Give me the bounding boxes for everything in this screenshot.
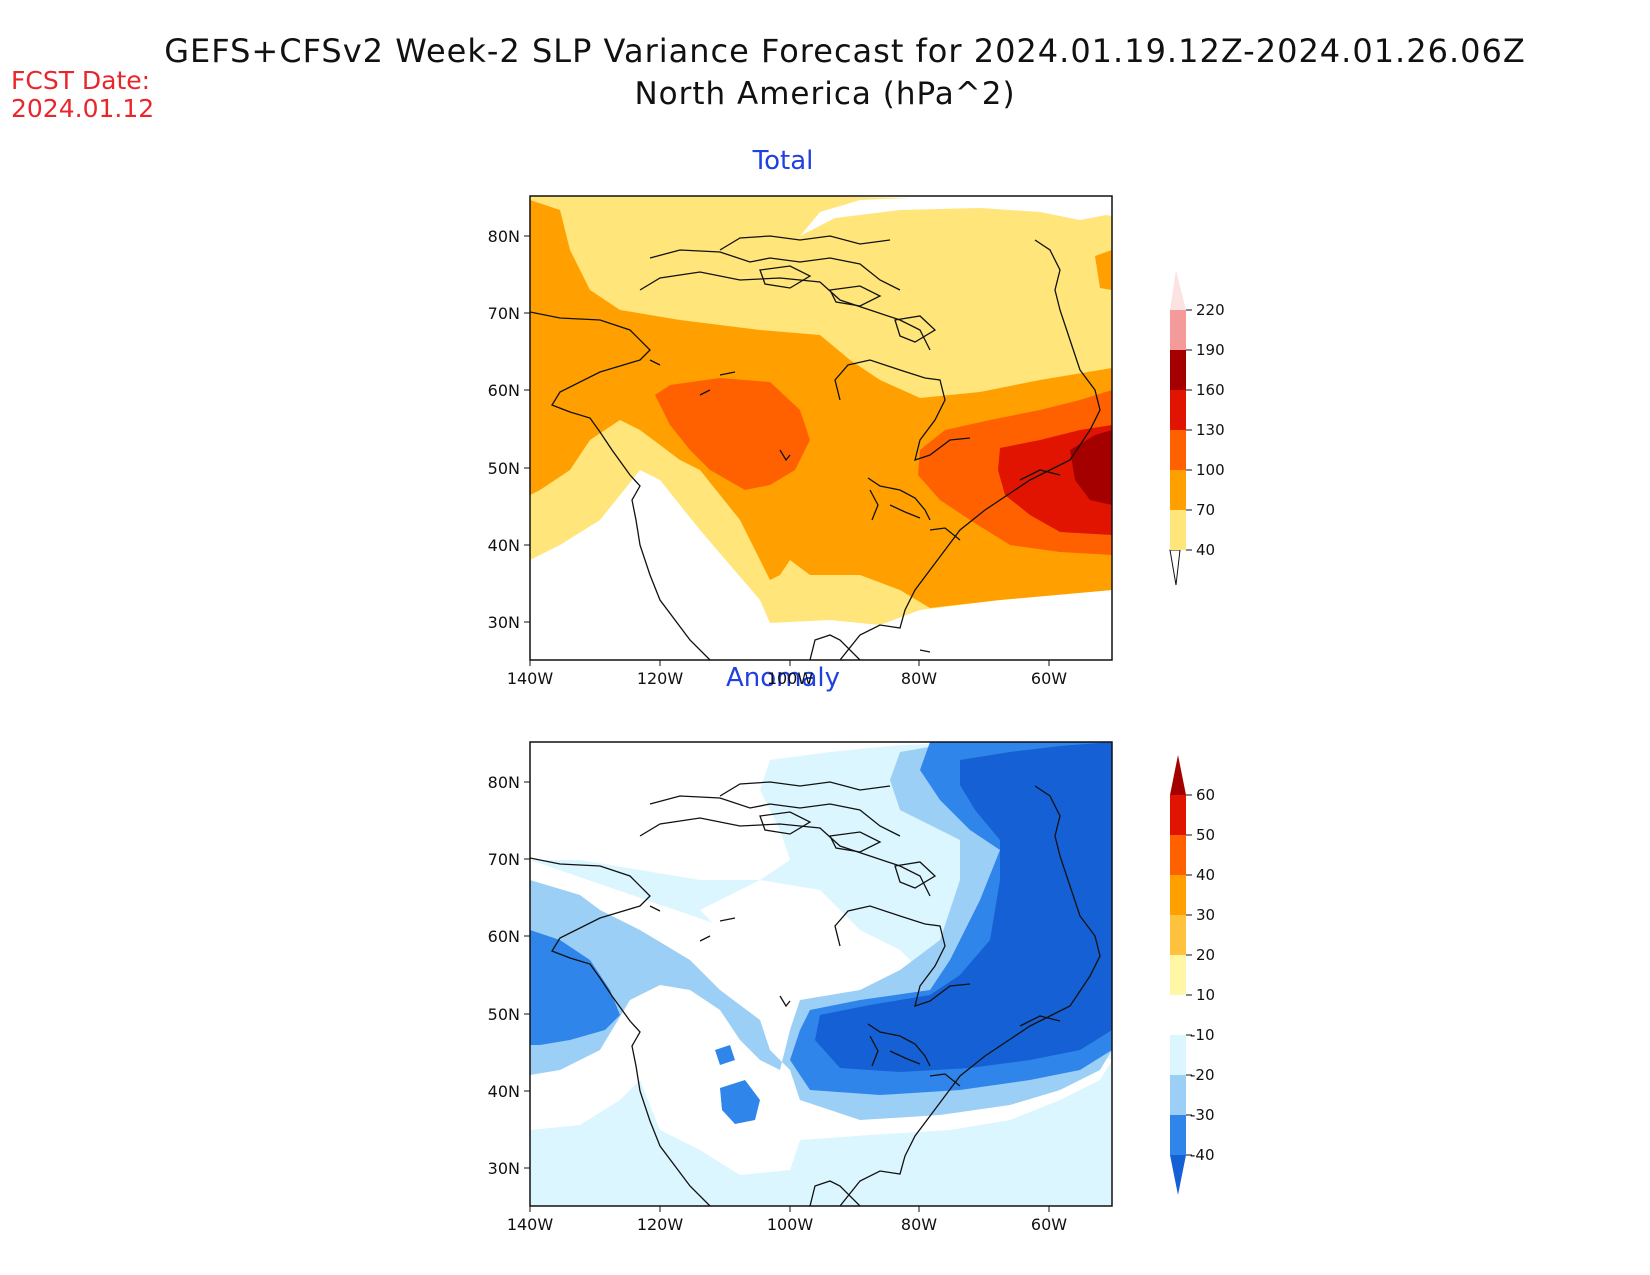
anomaly-colorbar-label: 60 xyxy=(1196,786,1215,804)
total-colorbar-high-triangle xyxy=(1170,270,1186,310)
anomaly-lon-label: 140W xyxy=(507,1215,554,1234)
anomaly-colorbar-high-triangle xyxy=(1170,755,1186,795)
anomaly-colorbar-bin xyxy=(1170,1035,1186,1075)
total-colorbar-low-triangle xyxy=(1169,549,1181,586)
total-colorbar: 40 70 100 130 160 190 220 xyxy=(1169,270,1225,586)
total-colorbar-label: 130 xyxy=(1196,421,1225,439)
panel-title-total: Total xyxy=(752,146,814,176)
total-shading xyxy=(530,196,1112,660)
total-coastlines xyxy=(530,235,1101,660)
anomaly-frame xyxy=(529,741,1113,1207)
anomaly-colorbar-low-triangle xyxy=(1170,1155,1186,1195)
fcst-date-value: 2024.01.12 xyxy=(11,94,155,123)
total-colorbar-label: 160 xyxy=(1196,381,1225,399)
total-lon-label: 100W xyxy=(767,669,814,688)
anomaly-colorbar-label: 30 xyxy=(1196,906,1215,924)
anomaly-shading xyxy=(530,742,1112,1206)
total-lat-label: 70N xyxy=(488,304,520,323)
total-colorbar-label: 220 xyxy=(1196,301,1225,319)
total-axes: 80N 70N 60N 50N 40N 30N 140W 120W 100W 8… xyxy=(488,227,1068,688)
total-colorbar-label: 70 xyxy=(1196,501,1215,519)
anomaly-colorbar-bin xyxy=(1170,955,1186,995)
anomaly-coastlines xyxy=(530,781,1101,1206)
total-colorbar-label: 40 xyxy=(1196,541,1215,559)
anomaly-colorbar: 60 50 40 30 20 10 -10 -20 -30 -40 xyxy=(1170,755,1215,1195)
chart-title-line2: North America (hPa^2) xyxy=(634,76,1016,112)
fcst-date-label: FCST Date: xyxy=(11,66,151,95)
anomaly-colorbar-label: -30 xyxy=(1190,1106,1215,1124)
anomaly-colorbar-label: -20 xyxy=(1190,1066,1215,1084)
anomaly-lat-label: 80N xyxy=(488,773,520,792)
anomaly-lon-label: 80W xyxy=(901,1215,937,1234)
total-colorbar-bin xyxy=(1170,510,1186,550)
anomaly-lon-label: 100W xyxy=(767,1215,814,1234)
anomaly-colorbar-bin xyxy=(1170,835,1186,875)
anomaly-colorbar-bin xyxy=(1170,915,1186,955)
total-colorbar-bin xyxy=(1170,350,1186,390)
panel-title-anomaly: Anomaly xyxy=(725,663,841,693)
anomaly-colorbar-label: -40 xyxy=(1190,1146,1215,1164)
total-lat-label: 80N xyxy=(488,227,520,246)
anomaly-lon-label: 120W xyxy=(637,1215,684,1234)
anomaly-colorbar-bin xyxy=(1170,1075,1186,1115)
total-lat-label: 30N xyxy=(488,613,520,632)
anomaly-colorbar-bin xyxy=(1170,1115,1186,1155)
total-colorbar-bin xyxy=(1170,310,1186,350)
total-colorbar-bin xyxy=(1170,390,1186,430)
anomaly-colorbar-bin xyxy=(1170,995,1186,1035)
total-lon-label: 140W xyxy=(507,669,554,688)
total-lon-label: 80W xyxy=(901,669,937,688)
total-lat-label: 60N xyxy=(488,381,520,400)
anomaly-lat-label: 70N xyxy=(488,850,520,869)
anomaly-lat-label: 60N xyxy=(488,927,520,946)
anomaly-colorbar-label: 10 xyxy=(1196,986,1215,1004)
anomaly-axes: 80N 70N 60N 50N 40N 30N 140W 120W 100W 8… xyxy=(488,773,1068,1234)
total-colorbar-label: 190 xyxy=(1196,341,1225,359)
anomaly-colorbar-label: 50 xyxy=(1196,826,1215,844)
anomaly-colorbar-label: 40 xyxy=(1196,866,1215,884)
total-colorbar-bin xyxy=(1170,430,1186,470)
total-lat-label: 50N xyxy=(488,459,520,478)
anomaly-lat-label: 50N xyxy=(488,1005,520,1024)
total-colorbar-label: 100 xyxy=(1196,461,1225,479)
anomaly-colorbar-bin xyxy=(1170,875,1186,915)
anomaly-colorbar-label: 20 xyxy=(1196,946,1215,964)
anomaly-lon-label: 60W xyxy=(1031,1215,1067,1234)
anomaly-lat-label: 40N xyxy=(488,1082,520,1101)
total-frame xyxy=(529,195,1113,661)
anomaly-colorbar-label: -10 xyxy=(1190,1026,1215,1044)
chart-title-line1: GEFS+CFSv2 Week-2 SLP Variance Forecast … xyxy=(164,32,1526,70)
total-lat-label: 40N xyxy=(488,536,520,555)
total-lon-label: 120W xyxy=(637,669,684,688)
total-colorbar-bin xyxy=(1170,470,1186,510)
anomaly-colorbar-bin xyxy=(1170,795,1186,835)
anomaly-lat-label: 30N xyxy=(488,1159,520,1178)
total-lon-label: 60W xyxy=(1031,669,1067,688)
